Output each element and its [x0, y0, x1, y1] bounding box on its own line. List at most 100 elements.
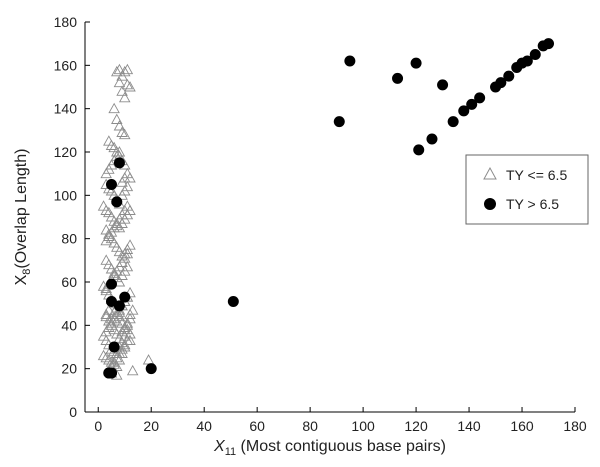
y-tick-label: 120 — [54, 144, 78, 160]
data-point-triangle — [118, 65, 131, 77]
data-point-triangle — [113, 276, 126, 287]
data-point-circle — [344, 55, 356, 67]
data-point-circle — [145, 363, 157, 375]
data-point-triangle — [121, 63, 134, 75]
data-point-triangle — [113, 63, 126, 75]
data-point-circle — [108, 341, 120, 353]
data-point-circle — [543, 38, 555, 50]
legend-label-ty-le: TY <= 6.5 — [506, 167, 567, 183]
data-point-triangle — [103, 206, 115, 218]
data-point-circle — [521, 55, 533, 67]
data-point-triangle — [118, 91, 131, 103]
data-point-circle — [495, 77, 507, 89]
data-point-triangle — [111, 219, 123, 231]
x-axis-title-main: X — [213, 438, 226, 455]
data-point-triangle — [103, 135, 115, 146]
y-tick-label: 140 — [54, 101, 78, 117]
y-tick-label: 180 — [54, 14, 78, 30]
data-point-triangle — [116, 250, 128, 261]
data-point-triangle — [97, 349, 110, 361]
data-point-triangle — [126, 304, 139, 315]
x-tick-label: 0 — [94, 418, 102, 434]
y-tick-label: 60 — [61, 274, 77, 290]
y-tick-label: 80 — [61, 231, 77, 247]
data-point-triangle — [105, 139, 118, 150]
data-point-triangle — [116, 85, 128, 96]
data-point-circle — [466, 98, 478, 110]
data-point-circle — [227, 296, 239, 307]
y-tick-label: 100 — [54, 187, 78, 203]
data-point-circle — [426, 133, 438, 145]
data-point-circle — [503, 70, 515, 82]
data-point-triangle — [108, 306, 120, 317]
data-point-triangle — [116, 126, 128, 137]
data-point-triangle — [121, 78, 134, 90]
data-point-triangle — [113, 146, 126, 157]
data-point-circle — [103, 367, 115, 379]
data-point-triangle — [124, 239, 136, 250]
data-point-triangle — [121, 200, 134, 211]
data-point-triangle — [121, 167, 134, 179]
data-point-circle — [458, 105, 470, 117]
y-axis-title-rest: (Overlap Length) — [13, 149, 30, 269]
legend-triangle-icon — [483, 166, 497, 180]
data-point-circle — [410, 57, 422, 69]
data-point-triangle — [118, 172, 131, 183]
series-layer — [97, 38, 555, 380]
data-point-circle — [413, 144, 425, 156]
x-tick-label: 140 — [457, 418, 481, 434]
data-point-circle — [111, 196, 123, 208]
series-ty-gt-6-5 — [103, 38, 555, 379]
data-point-triangle — [103, 354, 115, 365]
y-tick-label: 20 — [61, 361, 77, 377]
data-point-circle — [474, 92, 486, 104]
y-tick-label: 0 — [69, 404, 77, 420]
y-axis-title: X8(Overlap Length) — [13, 149, 33, 286]
series-ty-le-6-5 — [97, 63, 155, 380]
data-point-circle — [113, 157, 125, 169]
data-point-triangle — [100, 254, 112, 265]
x-tick-label: 60 — [249, 418, 265, 434]
data-point-circle — [447, 116, 459, 128]
data-point-triangle — [113, 310, 126, 322]
legend-label-ty-gt: TY > 6.5 — [506, 196, 559, 212]
data-point-circle — [105, 278, 117, 290]
data-point-circle — [105, 296, 117, 307]
axis-ticks: 0 20 40 60 80 100 120 140 160 180 0 20 40 60 80 100 120 1… — [54, 14, 587, 434]
x-tick-label: 160 — [510, 418, 534, 434]
x-tick-label: 20 — [143, 418, 159, 434]
data-point-triangle — [124, 334, 136, 345]
data-point-circle — [437, 79, 449, 91]
data-point-triangle — [126, 364, 139, 376]
data-point-circle — [392, 72, 404, 84]
data-point-triangle — [113, 354, 126, 365]
x-axis-title: X11 (Most contiguous base pairs) — [213, 438, 446, 458]
y-axis-title-main: X — [13, 274, 30, 285]
data-point-triangle — [113, 76, 126, 88]
data-point-triangle — [97, 200, 110, 211]
y-tick-label: 160 — [54, 57, 78, 73]
x-tick-label: 180 — [563, 418, 587, 434]
x-tick-label: 100 — [351, 418, 375, 434]
data-point-triangle — [111, 113, 123, 124]
data-point-triangle — [116, 317, 128, 328]
data-point-triangle — [103, 304, 115, 315]
x-tick-label: 40 — [196, 418, 212, 434]
data-point-triangle — [113, 120, 126, 131]
data-point-circle — [119, 291, 131, 303]
x-tick-label: 120 — [404, 418, 428, 434]
data-point-triangle — [118, 128, 131, 140]
data-point-triangle — [124, 81, 136, 92]
x-axis-title-subscript: 11 — [225, 446, 236, 458]
legend-circle-icon — [484, 198, 496, 210]
data-point-triangle — [100, 204, 112, 215]
data-point-triangle — [121, 319, 134, 330]
data-point-triangle — [142, 354, 155, 365]
legend-box — [465, 154, 589, 225]
x-axis-title-rest: (Most contiguous base pairs) — [236, 438, 446, 455]
data-point-circle — [333, 116, 345, 128]
x-tick-label: 80 — [302, 418, 318, 434]
data-point-triangle — [121, 247, 134, 259]
data-point-triangle — [108, 102, 120, 114]
